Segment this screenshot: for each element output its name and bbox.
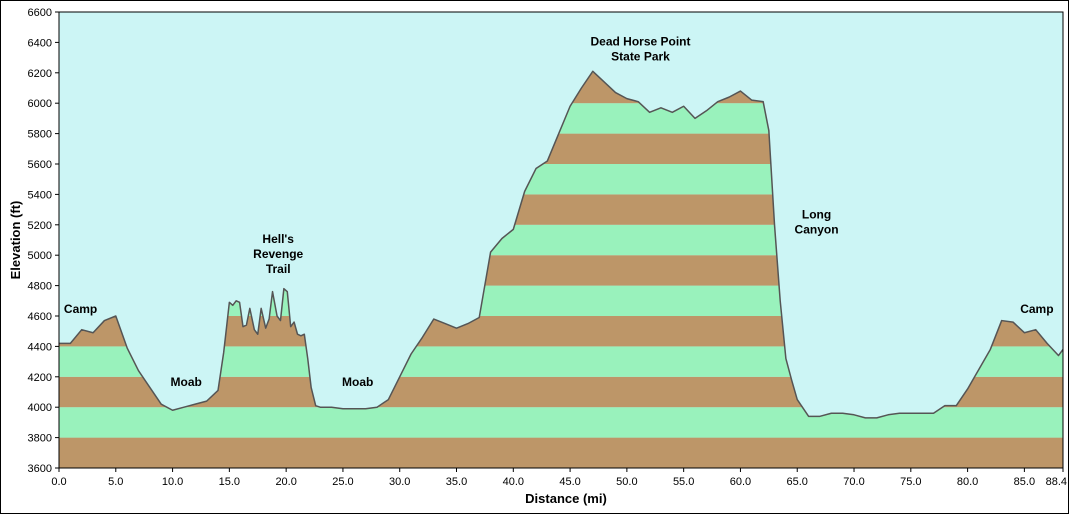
x-tick-label: 70.0	[843, 476, 864, 488]
x-tick-label: 55.0	[673, 476, 694, 488]
x-tick-label: 50.0	[616, 476, 637, 488]
x-tick-label: 25.0	[332, 476, 353, 488]
annotation-label: Moab	[342, 375, 373, 389]
x-tick-label: 40.0	[503, 476, 524, 488]
annotation-line: State Park	[611, 49, 670, 63]
annotation-line: Long	[802, 208, 831, 222]
x-tick-label: 20.0	[275, 476, 296, 488]
annotation-label: Moab	[171, 375, 202, 389]
annotation-line: Moab	[171, 375, 202, 389]
x-tick-label: 88.4	[1046, 476, 1067, 488]
y-tick-label: 5000	[28, 250, 52, 262]
annotation-line: Trail	[266, 262, 291, 276]
y-tick-label: 6200	[28, 68, 52, 80]
x-tick-label: 80.0	[957, 476, 978, 488]
x-tick-label: 75.0	[900, 476, 921, 488]
annotation-label: Camp	[1020, 302, 1053, 316]
annotation-label: Camp	[64, 302, 97, 316]
x-tick-label: 5.0	[108, 476, 123, 488]
annotation-line: Moab	[342, 375, 373, 389]
x-tick-label: 0.0	[51, 476, 66, 488]
x-tick-label: 35.0	[446, 476, 467, 488]
annotation-line: Canyon	[795, 223, 839, 237]
plot-border	[58, 11, 1064, 469]
y-tick-label: 4200	[28, 372, 52, 384]
y-tick-label: 4800	[28, 281, 52, 293]
x-tick-label: 45.0	[559, 476, 580, 488]
y-tick-label: 5600	[28, 159, 52, 171]
y-tick-label: 5800	[28, 129, 52, 141]
annotation-line: Dead Horse Point	[590, 34, 690, 48]
y-tick-label: 5400	[28, 189, 52, 201]
y-axis-title: Elevation (ft)	[8, 201, 23, 280]
y-tick-label: 6400	[28, 37, 52, 49]
elevation-profile-line	[59, 70, 1064, 419]
annotation-line: Camp	[64, 302, 97, 316]
x-axis: 0.0 5.0 10.0 15.0 20.0 25.0 30.0 35.0 40.0 45.0 50…	[51, 468, 1067, 488]
y-tick-label: 6000	[28, 98, 52, 110]
elevation-band	[59, 437, 1063, 468]
x-tick-label: 65.0	[787, 476, 808, 488]
x-tick-label: 15.0	[219, 476, 240, 488]
y-tick-label: 4600	[28, 311, 52, 323]
x-tick-label: 30.0	[389, 476, 410, 488]
x-tick-label: 85.0	[1014, 476, 1035, 488]
x-tick-label: 60.0	[730, 476, 751, 488]
x-tick-label: 10.0	[162, 476, 183, 488]
y-tick-label: 3600	[28, 463, 52, 475]
y-tick-label: 3800	[28, 433, 52, 445]
annotation-line: Hell's	[262, 232, 294, 246]
x-axis-title: Distance (mi)	[525, 491, 607, 506]
y-tick-label: 5200	[28, 220, 52, 232]
y-tick-label: 4400	[28, 341, 52, 353]
annotation-line: Camp	[1020, 302, 1053, 316]
y-axis: 3600 3800 4000 4200 4400 4600 4800 5000 5200 5400…	[28, 7, 59, 475]
y-tick-label: 4000	[28, 402, 52, 414]
y-tick-label: 6600	[28, 7, 52, 19]
annotation-line: Revenge	[253, 247, 303, 261]
